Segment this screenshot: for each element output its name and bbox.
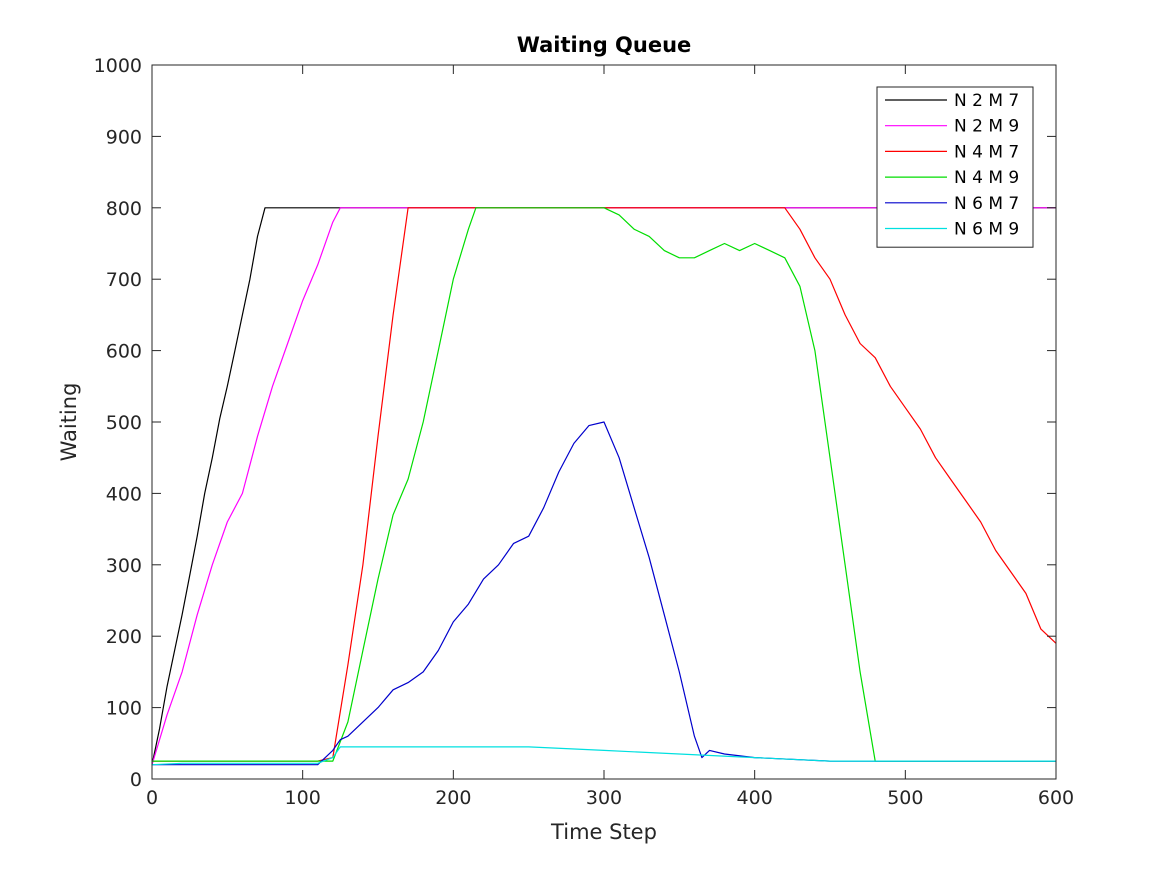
y-tick-label: 500 bbox=[106, 412, 142, 434]
y-tick-label: 400 bbox=[106, 483, 142, 505]
series-line-6 bbox=[151, 746, 1056, 766]
x-axis-label: Time Step bbox=[550, 820, 657, 844]
y-tick-label: 900 bbox=[106, 126, 142, 148]
legend: N 2 M 7 N 2 M 9 N 4 M 7 N 4 M 9 N 6 M 7 N 6 M… bbox=[876, 86, 1034, 248]
legend-label-5: N 6 M 7 bbox=[954, 194, 1019, 214]
legend-label-2: N 2 M 9 bbox=[954, 117, 1019, 137]
legend-box bbox=[876, 86, 1034, 248]
x-tick-label: 300 bbox=[586, 787, 622, 809]
x-tick-label: 0 bbox=[146, 787, 158, 809]
chart-title: Waiting Queue bbox=[517, 33, 692, 57]
y-tick-label: 100 bbox=[106, 698, 142, 720]
y-tick-label: 600 bbox=[106, 341, 142, 363]
x-tick-label: 500 bbox=[887, 787, 923, 809]
y-tick-label: 200 bbox=[106, 626, 142, 648]
x-tick-label: 600 bbox=[1038, 787, 1074, 809]
y-tick-label: 300 bbox=[106, 555, 142, 577]
series-line-4 bbox=[152, 207, 1056, 762]
y-axis-label: Waiting bbox=[57, 383, 81, 462]
x-tick-label: 100 bbox=[285, 787, 321, 809]
y-tick-label: 0 bbox=[130, 769, 142, 791]
y-tick-label: 700 bbox=[106, 269, 142, 291]
series-layer bbox=[151, 207, 1057, 766]
y-tick-label: 1000 bbox=[94, 55, 142, 77]
legend-label-1: N 2 M 7 bbox=[954, 91, 1019, 111]
legend-label-3: N 4 M 7 bbox=[954, 142, 1019, 162]
legend-label-4: N 4 M 9 bbox=[954, 168, 1019, 188]
legend-label-6: N 6 M 9 bbox=[954, 220, 1019, 240]
x-tick-label: 400 bbox=[737, 787, 773, 809]
series-line-5 bbox=[152, 421, 1056, 766]
x-tick-label: 200 bbox=[435, 787, 471, 809]
y-tick-label: 800 bbox=[106, 198, 142, 220]
ticks-layer: 0 100 200 300 400 500 600 0 100 200 300 400 500 600 70… bbox=[94, 55, 1074, 809]
